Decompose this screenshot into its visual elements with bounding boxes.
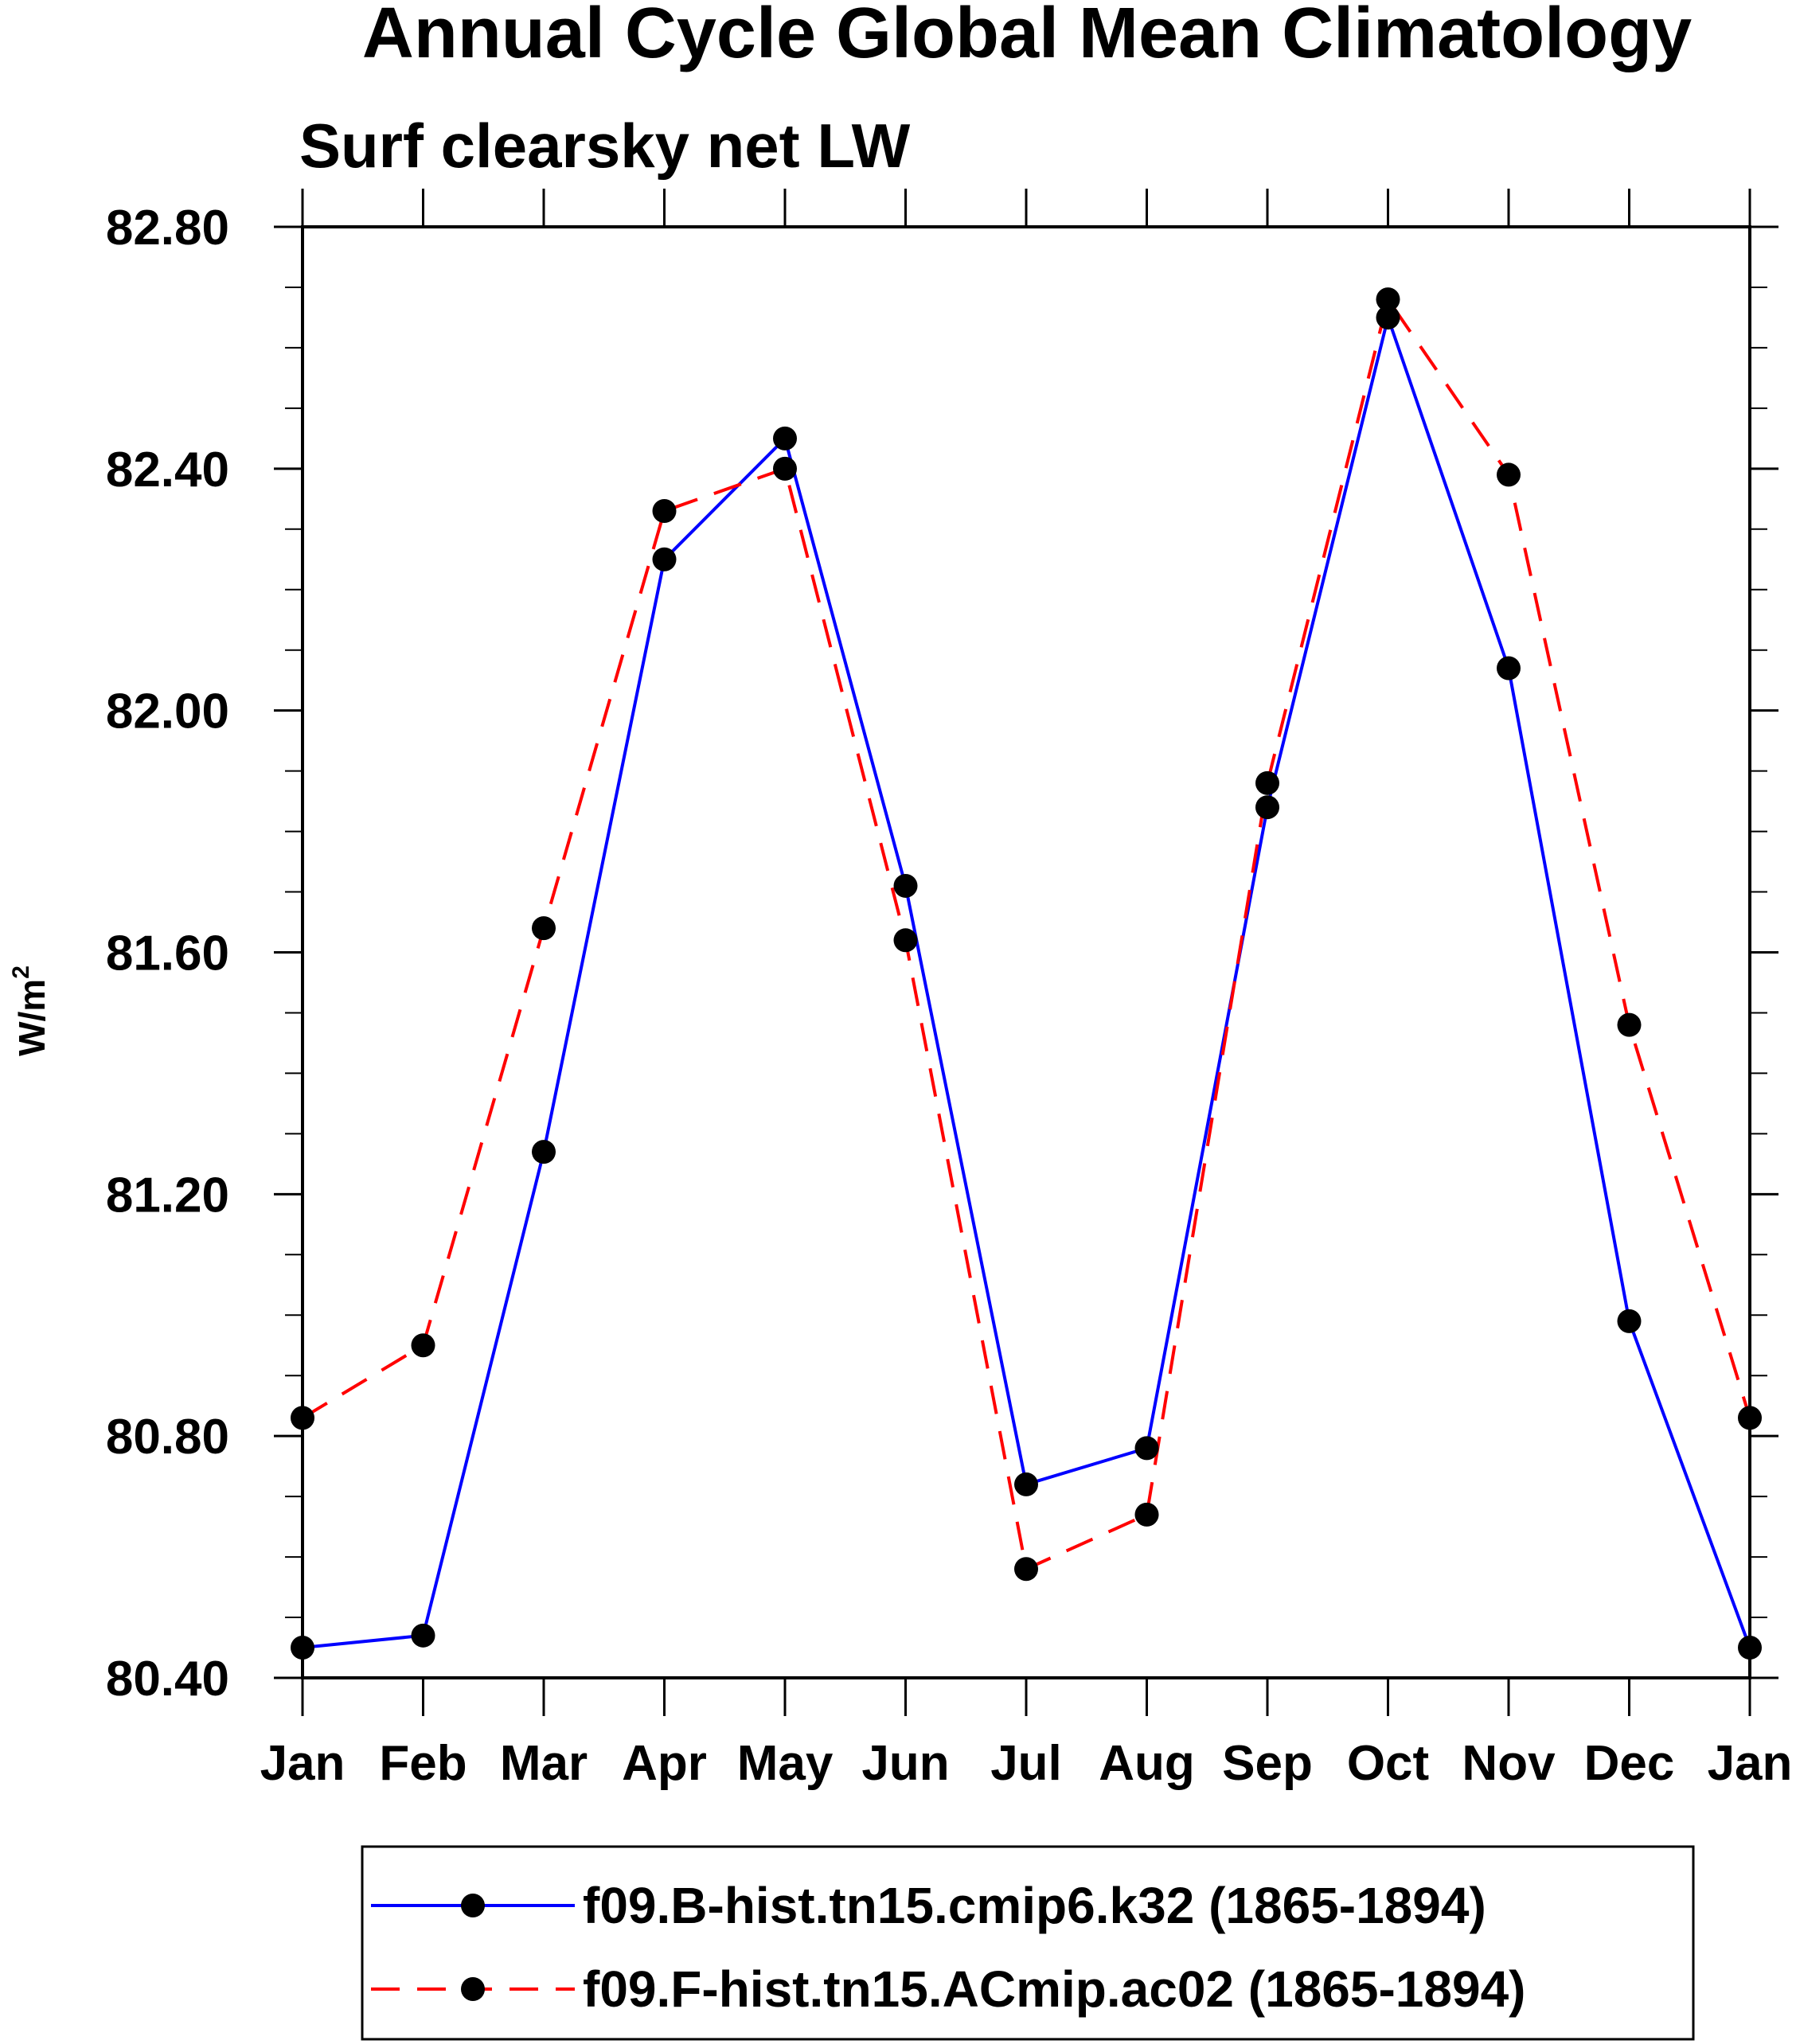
series-2-point [893,928,918,953]
y-tick-label: 81.20 [106,1168,229,1223]
series-2-point [1376,287,1400,312]
y-tick-label: 80.40 [106,1652,229,1707]
x-tick-label: May [737,1736,834,1791]
series-2-point [1134,1502,1159,1527]
tick-labels: Jan Feb Mar Apr May Jun Jul Aug Sep Oct Nov Dec Jan 8… [106,201,1793,1791]
series-1-point [532,1140,556,1164]
x-tick-label: Feb [379,1736,467,1791]
x-tick-label: Nov [1462,1736,1556,1791]
series-2-point [1014,1557,1038,1582]
series-1-point [1497,656,1521,681]
legend-label-2: f09.F-hist.tn15.ACmip.ac02 (1865-1894) [583,1960,1525,2018]
series-line-1 [302,311,1751,1649]
series-1-point [1376,305,1400,330]
x-tick-label: Jan [1708,1736,1793,1791]
series-2-point [773,456,797,481]
x-tick-label: Apr [622,1736,707,1791]
series-1-point [1617,1309,1642,1333]
series-1-point [411,1623,435,1648]
y-axis-label-unit: W/m [11,979,53,1056]
series-1-point [1134,1436,1159,1461]
series-2-point [532,916,556,941]
legend-marker-1 [461,1894,485,1917]
x-tick-label: Sep [1222,1736,1313,1791]
series-1-point [893,873,918,898]
legend-label-1: f09.B-hist.tn15.cmip6.k32 (1865-1894) [583,1877,1486,1934]
series-2-point [652,499,677,524]
legend-marker-2 [461,1977,485,2001]
x-tick-label: Jan [260,1736,346,1791]
y-tick-label: 82.80 [106,201,229,256]
y-tick-label: 82.40 [106,443,229,497]
series-2-point [1617,1012,1642,1037]
x-tick-label: Oct [1347,1736,1429,1791]
series-2-point [1497,462,1521,487]
chart-title: Annual Cycle Global Mean Climatology [362,0,1692,73]
series-2-point [411,1333,435,1358]
series-2-point [1255,770,1279,795]
y-axis-label-superscript: 2 [8,965,34,979]
x-tick-label: Jun [861,1736,949,1791]
series-1-point [773,426,797,451]
series-line-2 [301,295,1751,1572]
y-tick-label: 80.80 [106,1410,229,1465]
series-layer [291,287,1762,1660]
series-1-point [1014,1472,1038,1496]
x-tick-label: Aug [1099,1736,1195,1791]
x-tick-label: Jul [990,1736,1062,1791]
series-1-point [652,547,677,571]
legend-box [361,1845,1695,2041]
x-tick-label: Dec [1584,1736,1675,1791]
series-1-point [1255,795,1279,820]
axis-ticks [274,189,1778,1716]
legend: f09.B-hist.tn15.cmip6.k32 (1865-1894) f09… [361,1845,1695,2041]
y-tick-label: 81.60 [106,926,229,981]
chart-subtitle: Surf clearsky net LW [299,111,911,181]
plot-frame [301,225,1751,1679]
x-tick-label: Mar [500,1736,588,1791]
y-axis-label: W/m2 [8,965,53,1056]
y-tick-label: 82.00 [106,685,229,739]
